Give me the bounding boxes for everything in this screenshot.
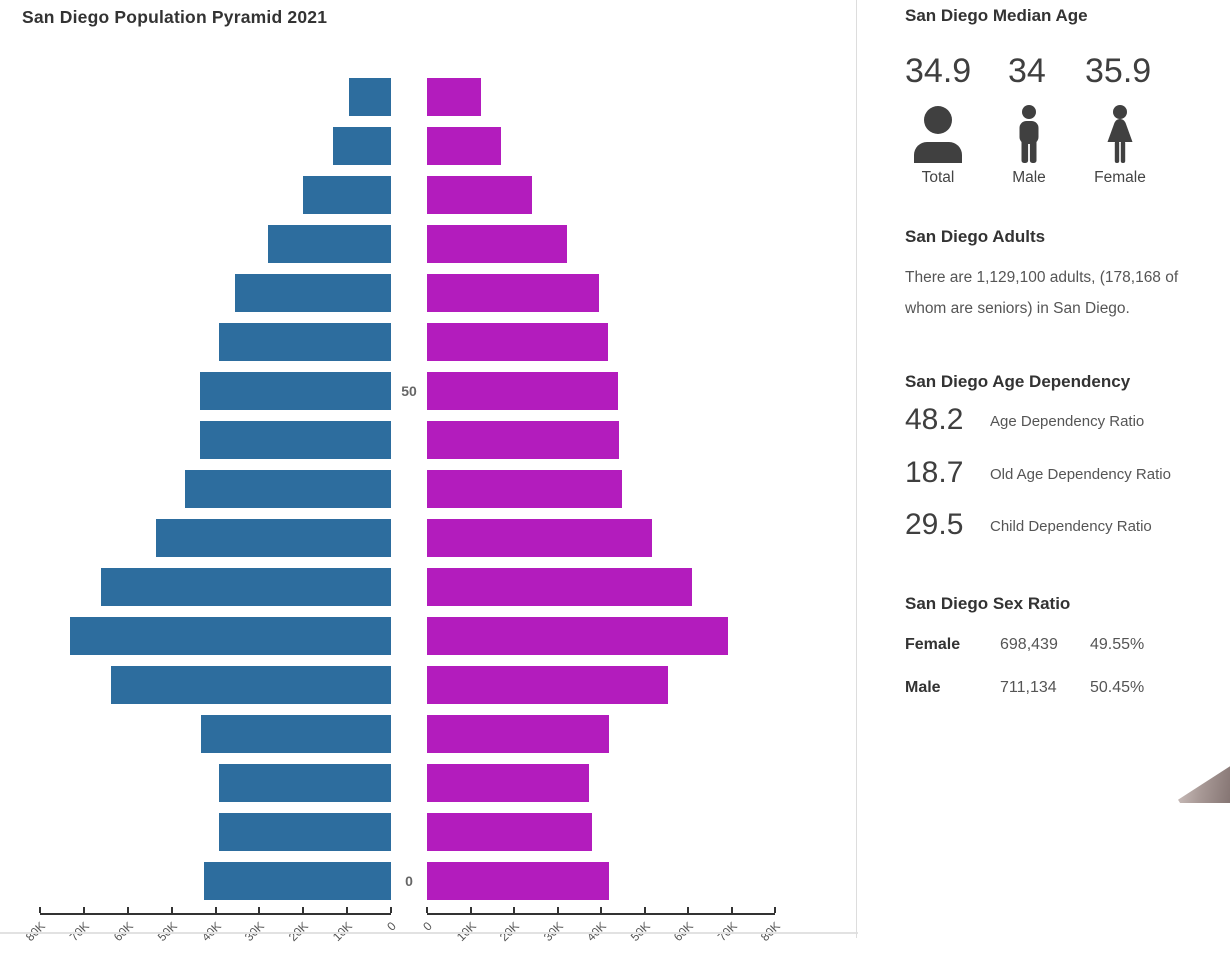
adults-text: There are 1,129,100 adults, (178,168 of … [905, 269, 1179, 317]
age-axis-label-50: 50 [401, 383, 417, 399]
female-bar-35-39[interactable] [427, 519, 652, 557]
median-age-female-label: Female [1094, 169, 1146, 186]
median-age-heading: San Diego Median Age [905, 6, 1088, 25]
male-axis-tick-label-20K: 20K [286, 919, 312, 945]
female-bar-70-74[interactable] [427, 176, 532, 214]
female-axis-tick [469, 907, 472, 913]
age-dependency-ratio-label: Age Dependency Ratio [990, 413, 1145, 430]
female-axis-line [427, 913, 775, 915]
male-axis-tick-label-70K: 70K [66, 919, 92, 945]
adults-heading: San Diego Adults [905, 227, 1046, 246]
male-bar-60-64[interactable] [235, 274, 391, 312]
person-total-icon [911, 105, 965, 168]
female-axis-tick [687, 907, 689, 913]
age-axis-label-0: 0 [405, 873, 413, 889]
male-axis-tick [346, 907, 349, 913]
male-bar-10-14[interactable] [219, 764, 391, 802]
male-bar-0-4[interactable] [204, 862, 391, 900]
female-bar-40-44[interactable] [427, 470, 622, 508]
photo-fragment [1178, 766, 1230, 803]
child-dependency-ratio-value: 29.5 [905, 508, 964, 541]
female-axis-tick [513, 907, 515, 913]
age-dependency-heading: San Diego Age Dependency [905, 372, 1131, 391]
female-bar-45-49[interactable] [427, 421, 619, 459]
person-female-icon [1104, 105, 1136, 168]
median-age-total-label: Total [921, 169, 955, 186]
female-bar-80-84[interactable] [427, 78, 481, 116]
female-bar-60-64[interactable] [427, 274, 599, 312]
bottom-divider [0, 932, 858, 934]
male-bar-80-84[interactable] [348, 78, 391, 116]
sex-ratio-male-percent: 50.45% [1090, 679, 1145, 696]
male-bar-75-79[interactable] [333, 127, 391, 165]
male-axis-tick-label-10K: 10K [330, 919, 356, 945]
median-age-male-value: 34 [1008, 52, 1046, 90]
sex-ratio-female-label: Female [905, 636, 961, 653]
female-bar-75-79[interactable] [427, 127, 501, 165]
female-axis-tick [730, 907, 733, 913]
male-axis-tick-label-50K: 50K [154, 919, 180, 945]
male-bar-40-44[interactable] [185, 470, 391, 508]
female-bar-0-4[interactable] [427, 862, 609, 900]
male-axis-line [40, 913, 391, 915]
female-bar-65-69[interactable] [427, 225, 568, 263]
sex-ratio-female-percent: 49.55% [1090, 636, 1145, 653]
population-pyramid-chart: 50 0 80K 70K 60K 50K 40K 30K 20K 10K 0 0 10K 20K 30K 40… [23, 78, 783, 944]
female-bar-20-24[interactable] [427, 666, 668, 704]
female-bar-25-29[interactable] [427, 617, 729, 655]
male-axis-tick [302, 907, 305, 913]
male-bar-55-59[interactable] [219, 323, 391, 361]
female-bar-10-14[interactable] [427, 764, 589, 802]
female-axis-tick [556, 907, 559, 913]
male-axis-tick [126, 907, 129, 913]
old-age-dependency-ratio-value: 18.7 [905, 456, 964, 489]
page-title: San Diego Population Pyramid 2021 [22, 7, 328, 27]
male-axis-tick [39, 907, 41, 913]
female-bar-55-59[interactable] [427, 323, 608, 361]
child-dependency-ratio-label: Child Dependency Ratio [990, 518, 1152, 535]
male-bar-25-29[interactable] [70, 617, 391, 655]
female-bar-30-34[interactable] [427, 568, 692, 606]
male-axis-tick [390, 907, 392, 913]
male-axis-tick [170, 907, 173, 913]
female-bar-15-19[interactable] [427, 715, 609, 753]
male-bar-20-24[interactable] [111, 666, 391, 704]
male-bar-35-39[interactable] [156, 519, 391, 557]
person-male-icon [1017, 105, 1041, 168]
male-bar-15-19[interactable] [201, 715, 391, 753]
male-axis-tick-label-60K: 60K [110, 919, 136, 945]
male-bar-45-49[interactable] [200, 421, 391, 459]
sex-ratio-female-count: 698,439 [1000, 636, 1058, 653]
female-axis-tick [600, 907, 602, 913]
male-axis-tick [214, 907, 217, 913]
median-age-male-label: Male [1012, 169, 1046, 186]
female-bar-50-54[interactable] [427, 372, 618, 410]
male-bar-70-74[interactable] [303, 176, 391, 214]
male-bar-5-9[interactable] [219, 813, 391, 851]
female-bar-5-9[interactable] [427, 813, 592, 851]
sex-ratio-male-count: 711,134 [1000, 679, 1057, 696]
male-bar-50-54[interactable] [200, 372, 391, 410]
age-dependency-ratio-value: 48.2 [905, 403, 964, 436]
male-axis-tick [82, 907, 85, 913]
male-axis-tick [258, 907, 261, 913]
median-age-female-value: 35.9 [1085, 52, 1152, 90]
old-age-dependency-ratio-label: Old Age Dependency Ratio [990, 466, 1171, 483]
sex-ratio-heading: San Diego Sex Ratio [905, 594, 1071, 613]
male-bar-30-34[interactable] [100, 568, 391, 606]
sex-ratio-male-label: Male [905, 679, 941, 696]
female-axis-tick [426, 907, 428, 913]
median-age-total-value: 34.9 [905, 52, 972, 90]
female-axis-tick [643, 907, 646, 913]
panel-divider [856, 0, 857, 938]
female-axis-tick [774, 907, 776, 913]
male-bar-65-69[interactable] [268, 225, 391, 263]
